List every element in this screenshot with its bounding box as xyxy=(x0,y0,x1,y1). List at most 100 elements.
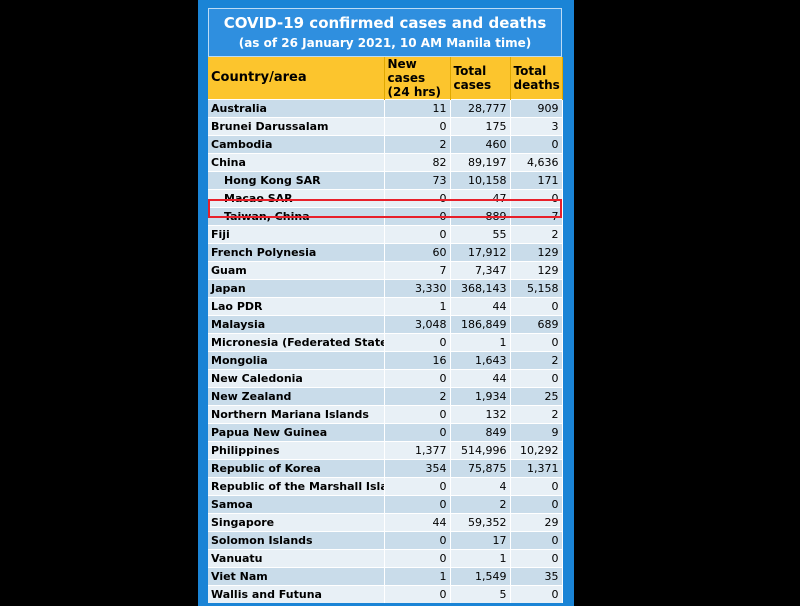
country-name: China xyxy=(208,153,385,172)
country-name: Lao PDR xyxy=(208,297,385,316)
table-row: Taiwan, China 0 889 7 xyxy=(208,207,563,226)
total-deaths-value: 129 xyxy=(510,261,563,280)
total-cases-value: 1,934 xyxy=(450,387,511,406)
table-row: Hong Kong SAR 73 10,158 171 xyxy=(208,171,563,190)
table-row: Micronesia (Federated States Of)010 xyxy=(208,333,563,352)
new-cases-value: 0 xyxy=(384,477,451,496)
total-deaths-value: 0 xyxy=(510,495,563,514)
country-name: Samoa xyxy=(208,495,385,514)
new-cases-value: 60 xyxy=(384,243,451,262)
new-cases-value: 0 xyxy=(384,423,451,442)
new-cases-value: 82 xyxy=(384,153,451,172)
total-cases-value: 59,352 xyxy=(450,513,511,532)
new-cases-value: 0 xyxy=(384,225,451,244)
table-row: Japan 3,330 368,143 5,158 xyxy=(208,279,563,298)
country-name: Solomon Islands xyxy=(208,531,385,550)
total-cases-value: 1,643 xyxy=(450,351,511,370)
total-deaths-value: 10,292 xyxy=(510,441,563,460)
new-cases-value: 0 xyxy=(384,333,451,352)
table-row: Mongolia 16 1,643 2 xyxy=(208,351,563,370)
total-cases-value: 1 xyxy=(450,333,511,352)
table-row: Samoa 0 2 0 xyxy=(208,495,563,514)
table-row: Republic of the Marshall Islands040 xyxy=(208,477,563,496)
new-cases-value: 2 xyxy=(384,135,451,154)
table-row: Fiji 0 55 2 xyxy=(208,225,563,244)
country-name: New Caledonia xyxy=(208,369,385,388)
country-name: Philippines xyxy=(208,441,385,460)
column-header-total-cases: Total cases xyxy=(450,57,511,100)
new-cases-value: 44 xyxy=(384,513,451,532)
country-name: Vanuatu xyxy=(208,549,385,568)
total-cases-value: 17 xyxy=(450,531,511,550)
table-row: Wallis and Futuna 0 5 0 xyxy=(208,585,563,603)
new-cases-value: 0 xyxy=(384,117,451,136)
country-name: Brunei Darussalam xyxy=(208,117,385,136)
country-name: Malaysia xyxy=(208,315,385,334)
title-line-1: COVID-19 confirmed cases and deaths xyxy=(223,14,547,32)
new-cases-value: 0 xyxy=(384,207,451,226)
table-row: Guam 7 7,347 129 xyxy=(208,261,563,280)
column-header-new-cases: New cases (24 hrs) xyxy=(384,57,451,100)
country-name: Micronesia (Federated States Of) xyxy=(208,333,385,352)
new-cases-value: 0 xyxy=(384,189,451,208)
new-cases-value: 0 xyxy=(384,495,451,514)
country-name: New Zealand xyxy=(208,387,385,406)
total-cases-value: 89,197 xyxy=(450,153,511,172)
total-cases-value: 2 xyxy=(450,495,511,514)
table-row: Cambodia 2 460 0 xyxy=(208,135,563,154)
total-cases-value: 1,549 xyxy=(450,567,511,586)
total-deaths-value: 3 xyxy=(510,117,563,136)
new-cases-value: 1,377 xyxy=(384,441,451,460)
total-deaths-value: 129 xyxy=(510,243,563,262)
new-cases-value: 0 xyxy=(384,585,451,603)
country-name: Mongolia xyxy=(208,351,385,370)
country-name: Taiwan, China xyxy=(208,207,385,226)
country-name: Northern Mariana Islands xyxy=(208,405,385,424)
total-cases-value: 5 xyxy=(450,585,511,603)
country-name: Hong Kong SAR xyxy=(208,171,385,190)
total-cases-value: 28,777 xyxy=(450,99,511,118)
total-cases-value: 849 xyxy=(450,423,511,442)
total-cases-value: 514,996 xyxy=(450,441,511,460)
total-cases-value: 17,912 xyxy=(450,243,511,262)
new-cases-value: 73 xyxy=(384,171,451,190)
table-row: Viet Nam 1 1,549 35 xyxy=(208,567,563,586)
table-row: Vanuatu 0 1 0 xyxy=(208,549,563,568)
total-deaths-value: 1,371 xyxy=(510,459,563,478)
country-name: Singapore xyxy=(208,513,385,532)
total-cases-value: 186,849 xyxy=(450,315,511,334)
new-cases-value: 0 xyxy=(384,531,451,550)
table-row: Australia 11 28,777 909 xyxy=(208,99,563,118)
new-cases-value: 2 xyxy=(384,387,451,406)
total-deaths-value: 0 xyxy=(510,333,563,352)
total-deaths-value: 909 xyxy=(510,99,563,118)
country-name: Republic of Korea xyxy=(208,459,385,478)
table-row: Macao SAR 0 47 0 xyxy=(208,189,563,208)
total-deaths-value: 25 xyxy=(510,387,563,406)
total-deaths-value: 0 xyxy=(510,135,563,154)
table-row: Northern Mariana Islands 0 132 2 xyxy=(208,405,563,424)
new-cases-value: 1 xyxy=(384,297,451,316)
total-cases-value: 7,347 xyxy=(450,261,511,280)
total-cases-value: 44 xyxy=(450,297,511,316)
total-deaths-value: 2 xyxy=(510,351,563,370)
country-name: Cambodia xyxy=(208,135,385,154)
total-deaths-value: 0 xyxy=(510,531,563,550)
total-deaths-value: 2 xyxy=(510,405,563,424)
total-deaths-value: 0 xyxy=(510,585,563,603)
total-deaths-value: 2 xyxy=(510,225,563,244)
total-deaths-value: 0 xyxy=(510,189,563,208)
country-name: Papua New Guinea xyxy=(208,423,385,442)
new-cases-value: 0 xyxy=(384,369,451,388)
column-header-country: Country/area xyxy=(208,57,385,100)
new-cases-value: 3,330 xyxy=(384,279,451,298)
total-deaths-value: 0 xyxy=(510,549,563,568)
table-row: Malaysia 3,048 186,849 689 xyxy=(208,315,563,334)
new-cases-value: 16 xyxy=(384,351,451,370)
total-deaths-value: 0 xyxy=(510,369,563,388)
total-cases-value: 44 xyxy=(450,369,511,388)
country-name: Wallis and Futuna xyxy=(208,585,385,603)
total-cases-value: 368,143 xyxy=(450,279,511,298)
table-row: New Caledonia 0 44 0 xyxy=(208,369,563,388)
country-name: Macao SAR xyxy=(208,189,385,208)
